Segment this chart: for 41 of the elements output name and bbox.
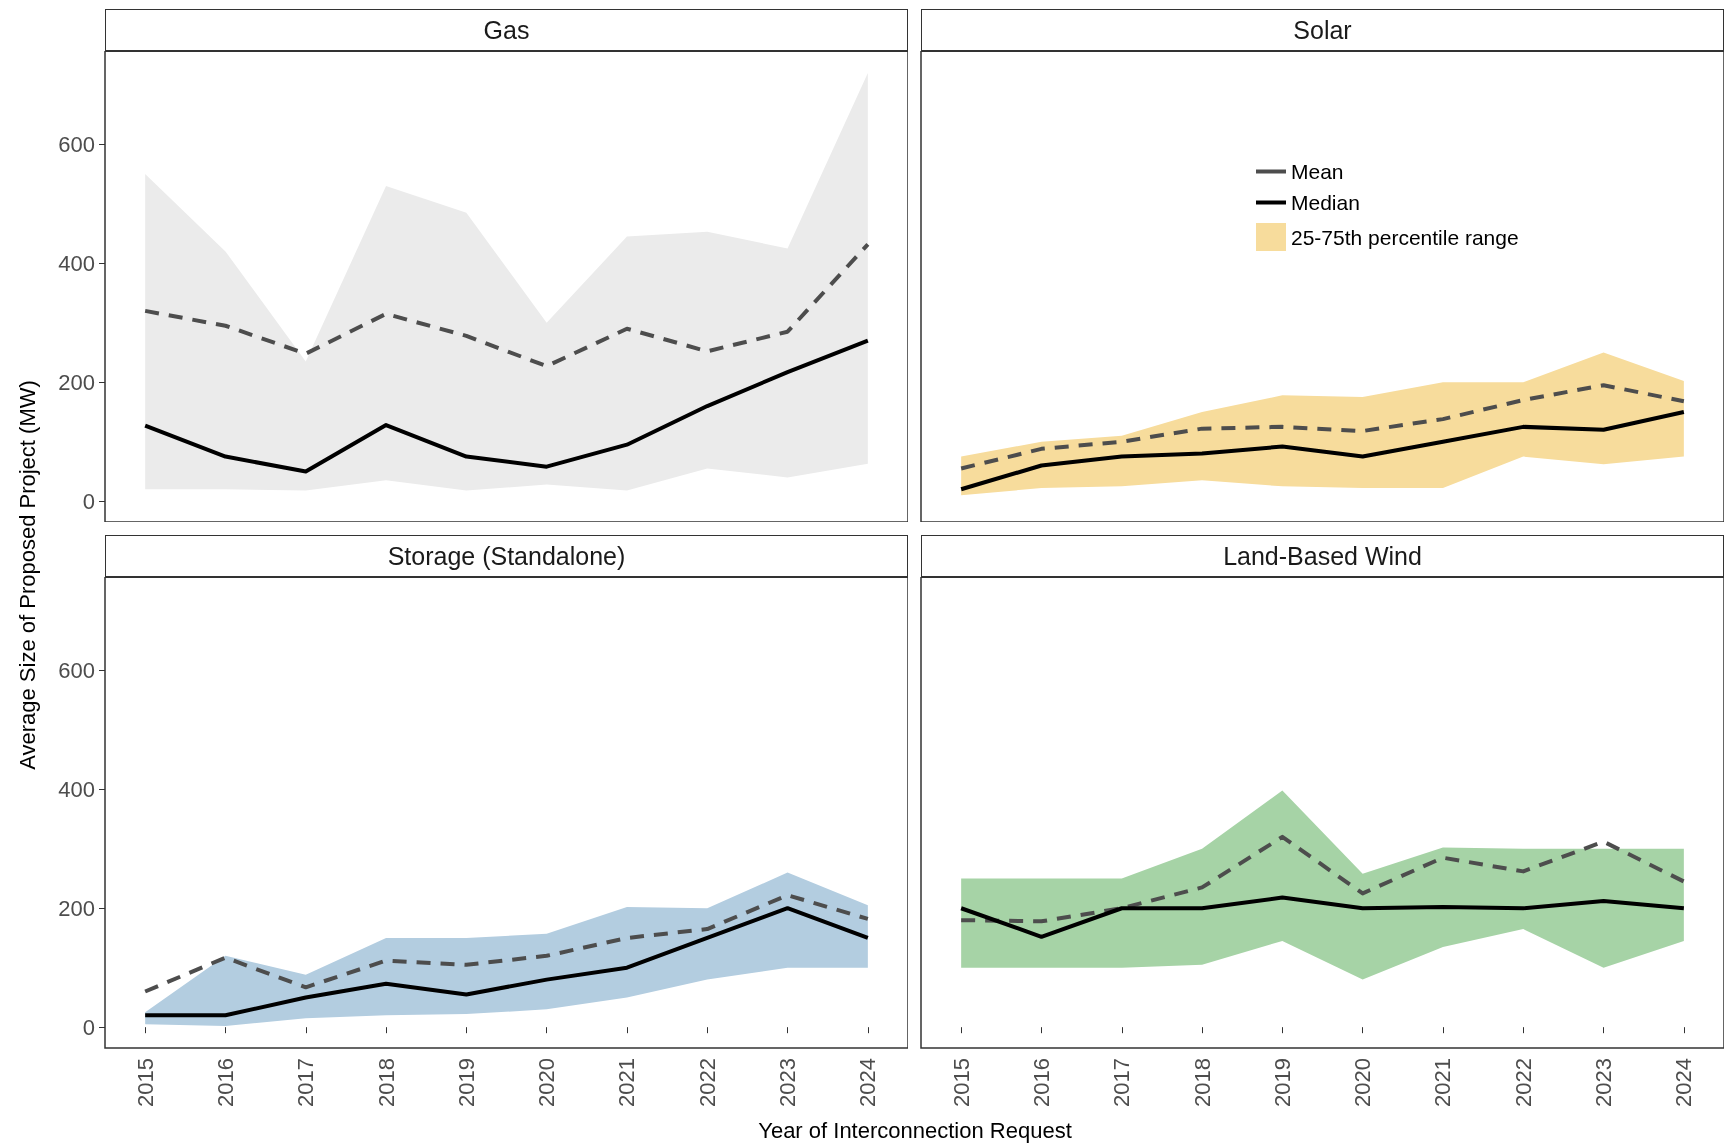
x-tick-label: 2024 — [855, 1058, 881, 1107]
x-tick-label: 2023 — [1591, 1058, 1617, 1107]
y-tick-label: 600 — [58, 657, 95, 683]
x-tick-label: 2018 — [1189, 1058, 1215, 1107]
x-tick-label: 2016 — [1028, 1058, 1054, 1107]
y-tick-label: 200 — [58, 369, 95, 395]
x-axis-title: Year of Interconnection Request — [758, 1118, 1072, 1144]
x-tick-label: 2019 — [1269, 1058, 1295, 1107]
x-tick-label: 2018 — [373, 1058, 399, 1107]
y-tick-label: 400 — [58, 250, 95, 276]
chart-title: Gas — [105, 9, 908, 52]
y-axis-title: Average Size of Proposed Project (MW) — [15, 380, 41, 770]
x-tick-label: 2021 — [1430, 1058, 1456, 1107]
x-tick-label: 2022 — [694, 1058, 720, 1107]
x-tick-label: 2015 — [132, 1058, 158, 1107]
y-tick-label: 200 — [58, 895, 95, 921]
x-tick-label: 2022 — [1510, 1058, 1536, 1107]
x-tick-label: 2023 — [775, 1058, 801, 1107]
x-tick-label: 2017 — [293, 1058, 319, 1107]
x-tick-label: 2024 — [1671, 1058, 1697, 1107]
x-tick-label: 2020 — [1350, 1058, 1376, 1107]
chart-title: Land-Based Wind — [921, 535, 1724, 578]
line-series — [143, 893, 870, 994]
line-series — [143, 242, 870, 369]
x-tick-label: 2021 — [614, 1058, 640, 1107]
line-series — [143, 338, 870, 474]
x-tick-label: 2020 — [534, 1058, 560, 1107]
chart-title: Solar — [921, 9, 1724, 52]
line-series — [143, 906, 870, 1018]
legend-label: Median — [1291, 191, 1360, 214]
x-tick-label: 2016 — [212, 1058, 238, 1107]
x-tick-label: 2019 — [453, 1058, 479, 1107]
legend-label: 25-75th percentile range — [1291, 225, 1519, 249]
y-tick-label: 0 — [82, 1014, 95, 1040]
y-tick-label: 600 — [58, 131, 95, 157]
legend-label: Mean — [1291, 160, 1344, 183]
y-tick-label: 400 — [58, 776, 95, 802]
y-tick-label: 0 — [82, 488, 95, 514]
x-tick-label: 2015 — [948, 1058, 974, 1107]
chart-title: Storage (Standalone) — [105, 535, 908, 578]
x-tick-label: 2017 — [1109, 1058, 1135, 1107]
